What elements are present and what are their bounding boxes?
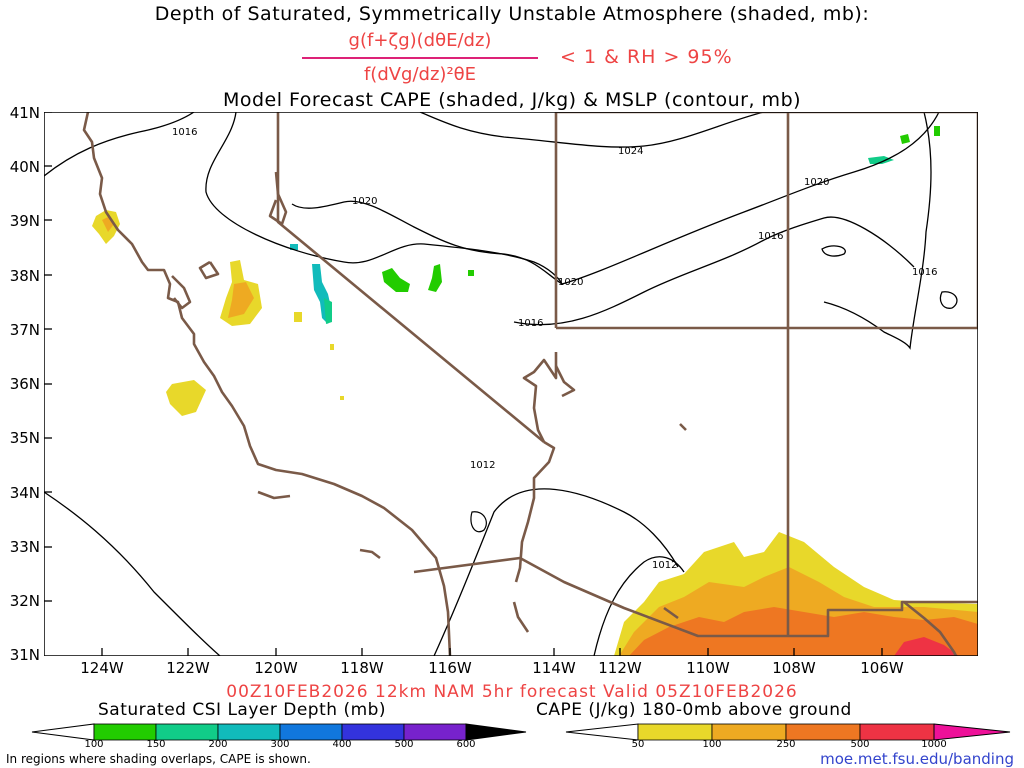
cape-tick: 500 — [850, 739, 870, 750]
contour-label: 1016 — [912, 267, 937, 278]
lat-label: 40N — [9, 158, 40, 176]
lon-label: 112W — [598, 659, 642, 677]
csi-colorbar-label: Saturated CSI Layer Depth (mb) — [98, 700, 387, 720]
contour-label: 1012 — [652, 560, 677, 571]
cape-color-swatch — [859, 723, 935, 741]
cape-color-swatch — [637, 723, 713, 741]
borders-coastline — [82, 112, 978, 656]
csi-color-swatch — [217, 723, 281, 741]
contour-label: 1016 — [172, 127, 197, 138]
csi-color-swatch — [341, 723, 405, 741]
csi-tick: 500 — [394, 739, 414, 750]
lon-label: 114W — [532, 659, 576, 677]
contour-label: 1012 — [470, 460, 495, 471]
cape-colorbar — [565, 723, 1011, 741]
formula: g(f+ζg)(dθE/dz) f(dVg/dz)²θE — [300, 30, 540, 86]
lat-label: 41N — [9, 104, 40, 122]
lon-label: 124W — [80, 659, 124, 677]
contour-label: 1020 — [558, 277, 583, 288]
csi-color-swatch — [403, 723, 467, 741]
mslp-contours — [44, 112, 958, 656]
overlap-note: In regions where shading overlaps, CAPE … — [6, 752, 311, 766]
cape-tick: 100 — [702, 739, 722, 750]
title-line-3: Model Forecast CAPE (shaded, J/kg) & MSL… — [222, 89, 802, 111]
lon-label: 122W — [166, 659, 210, 677]
lon-label: 106W — [860, 659, 904, 677]
forecast-map: 1016 1020 1024 1020 1016 1020 1016 1016 … — [44, 112, 978, 656]
csi-tick: 400 — [332, 739, 352, 750]
lon-label: 116W — [428, 659, 472, 677]
csi-tick: 300 — [270, 739, 290, 750]
cape-tick: 250 — [776, 739, 796, 750]
lon-label: 110W — [686, 659, 730, 677]
formula-condition: < 1 & RH > 95% — [560, 46, 733, 68]
contour-label: 1020 — [804, 177, 829, 188]
lat-label: 37N — [9, 321, 40, 339]
lon-label: 118W — [340, 659, 384, 677]
contour-label: 1020 — [352, 196, 377, 207]
lat-label: 32N — [9, 592, 40, 610]
contour-label: 1016 — [518, 318, 543, 329]
csi-tick: 200 — [208, 739, 228, 750]
valid-time: 00Z10FEB2026 12km NAM 5hr forecast Valid… — [226, 682, 798, 702]
credit-link[interactable]: moe.met.fsu.edu/banding — [820, 750, 1014, 768]
cape-shading — [614, 532, 978, 656]
csi-tick: 600 — [456, 739, 476, 750]
csi-color-swatch — [155, 723, 219, 741]
lat-label: 33N — [9, 538, 40, 556]
lat-label: 34N — [9, 484, 40, 502]
formula-denominator: f(dVg/dz)²θE — [363, 64, 477, 85]
lat-label: 31N — [9, 646, 40, 664]
contour-label: 1016 — [758, 231, 783, 242]
csi-color-swatch — [93, 723, 157, 741]
cape-tick: 50 — [631, 739, 645, 750]
csi-colorbar — [31, 723, 527, 741]
title-line-1: Depth of Saturated, Symmetrically Unstab… — [154, 3, 870, 25]
csi-shading — [290, 126, 940, 324]
cape-color-swatch — [711, 723, 787, 741]
csi-tick: 100 — [84, 739, 104, 750]
cape-color-swatch — [785, 723, 861, 741]
cape-colorbar-label: CAPE (J/kg) 180-0mb above ground — [536, 700, 852, 720]
lat-label: 39N — [9, 212, 40, 230]
csi-tick: 150 — [146, 739, 166, 750]
fraction-bar — [302, 57, 538, 59]
formula-numerator: g(f+ζg)(dθE/dz) — [348, 30, 492, 51]
cape-tick: 1000 — [921, 739, 947, 750]
csi-color-swatch — [279, 723, 343, 741]
contour-labels: 1016 1020 1024 1020 1016 1020 1016 1016 … — [172, 127, 937, 571]
cape-west-patches — [92, 210, 344, 416]
lon-label: 120W — [254, 659, 298, 677]
lat-label: 38N — [9, 267, 40, 285]
lake-outlines — [470, 511, 487, 533]
lon-label: 108W — [772, 659, 816, 677]
lat-label: 35N — [9, 429, 40, 447]
axis-ticks — [44, 112, 883, 656]
lat-label: 36N — [9, 375, 40, 393]
contour-label: 1024 — [618, 146, 643, 157]
